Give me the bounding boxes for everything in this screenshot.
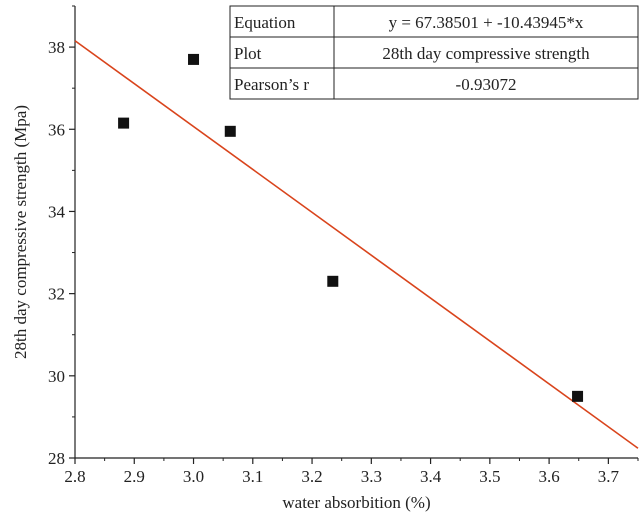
x-tick-label: 2.8: [64, 467, 85, 486]
stats-value: 28th day compressive strength: [382, 44, 590, 63]
stats-label: Plot: [234, 44, 262, 63]
y-tick-label: 36: [48, 120, 65, 139]
stats-value: y = 67.38501 + -10.43945*x: [389, 13, 584, 32]
data-point: [188, 53, 200, 65]
x-tick-label: 3.1: [242, 467, 263, 486]
stats-row: [229, 5, 639, 38]
x-tick-label: 3.6: [538, 467, 559, 486]
y-axis-label: 28th day compressive strength (Mpa): [11, 105, 30, 359]
y-tick-label: 28: [48, 449, 65, 468]
data-point: [224, 125, 236, 137]
x-tick-label: 3.0: [183, 467, 204, 486]
y-tick-label: 32: [48, 285, 65, 304]
data-point: [118, 117, 130, 129]
stats-label: Pearson’s r: [234, 75, 309, 94]
x-ticks: 2.8 2.9 3.0 3.1 3.2 3.3 3.4 3.5 3.6 3.7: [64, 458, 639, 486]
x-tick-label: 3.4: [420, 467, 442, 486]
x-tick-label: 3.7: [598, 467, 620, 486]
axes: [74, 6, 638, 459]
x-tick-label: 3.3: [361, 467, 382, 486]
x-axis-label: water absorbition (%): [282, 493, 430, 512]
stats-row: [229, 67, 639, 100]
scatter-points: [118, 53, 584, 402]
stats-table: Equation y = 67.38501 + -10.43945*x Plot 28…: [229, 5, 639, 100]
stats-value: -0.93072: [456, 75, 517, 94]
x-tick-label: 3.5: [479, 467, 500, 486]
y-ticks: 28 30 32 34 36 38: [48, 5, 75, 468]
fit-line: [74, 40, 639, 449]
y-tick-label: 34: [48, 202, 66, 221]
data-point: [327, 275, 339, 287]
x-tick-label: 3.2: [301, 467, 322, 486]
data-point: [572, 390, 584, 402]
y-tick-label: 38: [48, 38, 65, 57]
stats-label: Equation: [234, 13, 296, 32]
stats-row: [229, 36, 639, 69]
x-tick-label: 2.9: [124, 467, 145, 486]
y-tick-label: 30: [48, 367, 65, 386]
